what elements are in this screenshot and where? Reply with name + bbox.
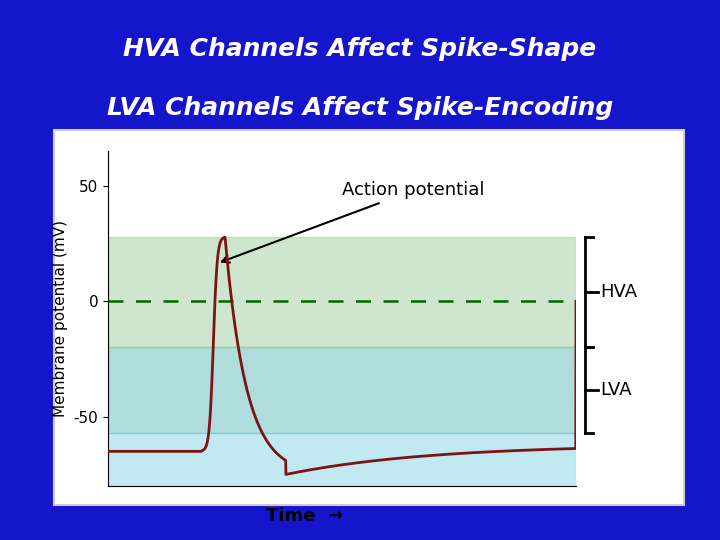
Bar bbox=[108, 433, 576, 486]
Text: HVA Channels Affect Spike-Shape: HVA Channels Affect Spike-Shape bbox=[123, 37, 597, 60]
Y-axis label: Membrane potential (mV): Membrane potential (mV) bbox=[53, 220, 68, 417]
Text: Action potential: Action potential bbox=[222, 181, 485, 262]
Text: LVA Channels Affect Spike-Encoding: LVA Channels Affect Spike-Encoding bbox=[107, 96, 613, 120]
Text: Time  →: Time → bbox=[266, 507, 343, 525]
Bar bbox=[108, 237, 576, 347]
Text: LVA: LVA bbox=[600, 381, 632, 399]
Bar bbox=[108, 347, 576, 433]
Text: HVA: HVA bbox=[600, 283, 637, 301]
